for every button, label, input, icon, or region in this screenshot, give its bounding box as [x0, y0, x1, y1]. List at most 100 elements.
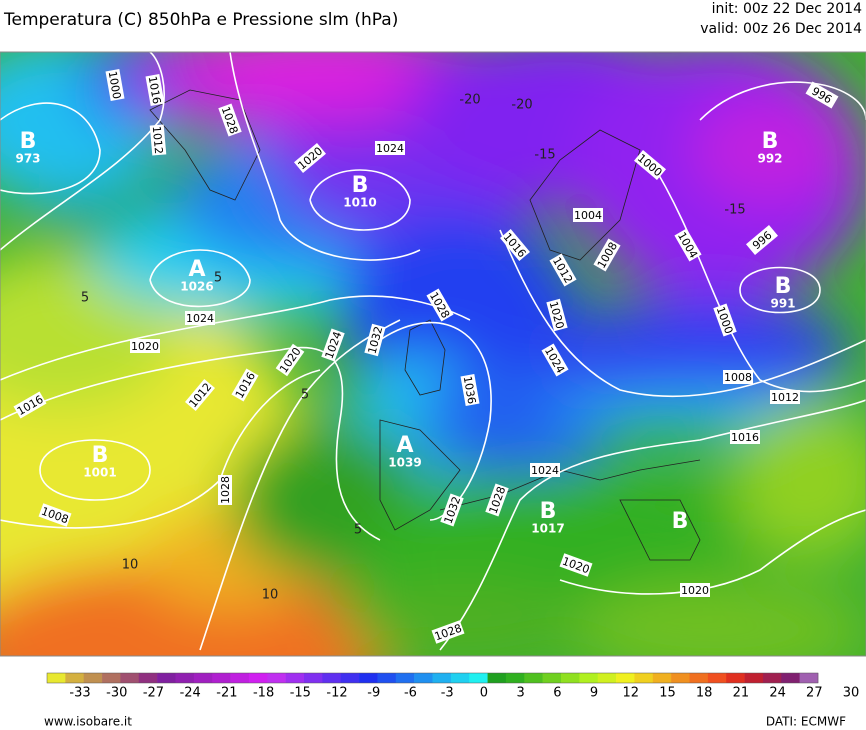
isobar-label-bg: [499, 229, 531, 261]
isobar-label-bg: [460, 374, 480, 406]
isobar-label-bg: [805, 81, 839, 109]
colorbar-tick-label: -9: [367, 686, 380, 701]
colorbar-swatch: [340, 673, 360, 683]
colorbar-swatch: [524, 673, 543, 683]
map-labels: 1000 1016 1012 1028 1020 1024 1024 1020 1016 1012…: [13, 69, 839, 644]
isobar-label-bg: [634, 149, 666, 181]
isobar-value: 1024: [186, 312, 214, 325]
isobar-value: 1020: [681, 584, 709, 597]
pressure-center-type: A: [188, 257, 205, 282]
colorbar-swatch: [432, 673, 452, 683]
isobar-label: 1036: [460, 374, 480, 406]
colorbar-swatch: [322, 673, 342, 683]
isobar-label-bg: [573, 208, 603, 222]
pressure-center-type: B: [762, 129, 779, 154]
pressure-center-type: B: [20, 129, 37, 154]
isobar-label-bg: [680, 583, 710, 597]
colorbar-swatch: [505, 673, 525, 683]
isotherm-label: 5: [81, 291, 89, 306]
colorbar-swatch: [47, 673, 66, 683]
colorbar-swatch: [450, 673, 470, 683]
isobar-value: 1012: [150, 126, 165, 155]
coastlines: [149, 89, 701, 561]
isobar-label-bg: [185, 311, 215, 325]
isobar-label: 1020: [130, 339, 160, 353]
isobar-label-bg: [426, 288, 454, 322]
colorbar-swatch: [359, 673, 378, 683]
isobar-label-bg: [530, 463, 560, 477]
isobar-label-bg: [770, 390, 800, 404]
pressure-center-value: 991: [770, 297, 795, 311]
colorbar-tick-label: 30: [843, 686, 860, 701]
pressure-center-type: B: [540, 499, 557, 524]
colorbar-swatch: [248, 673, 268, 683]
isotherm-label: 5: [214, 271, 222, 286]
isobar-label: 1016: [145, 74, 165, 106]
colorbar-tick-label: 12: [622, 686, 639, 701]
isobar-label-bg: [321, 328, 345, 362]
isobar-label: 1000: [105, 69, 125, 101]
isobar-label: 1020: [680, 583, 710, 597]
isobar-value: 1004: [574, 209, 602, 222]
isobar-value: 1008: [724, 371, 752, 384]
isobar-label: 1012: [149, 124, 167, 156]
isotherm-label: -15: [534, 148, 555, 163]
isobar-value: 1000: [106, 70, 124, 100]
colorbar-swatch: [726, 673, 745, 683]
colorbar-swatch: [138, 673, 158, 683]
isobar-label-bg: [38, 503, 72, 527]
pressure-center-value: 1001: [83, 466, 116, 480]
isobar-label: 1012: [549, 253, 577, 287]
isobar-value: 1036: [461, 375, 479, 405]
pressure-center-value: 1039: [388, 456, 421, 470]
isobar-label-bg: [105, 69, 125, 101]
colorbar-swatch: [377, 673, 397, 683]
isobar-label-bg: [440, 493, 464, 527]
pressure-center-type: B: [352, 173, 369, 198]
pressure-center-type: B: [672, 509, 689, 534]
colorbar-swatch: [634, 673, 654, 683]
isobar-value: 1016: [146, 75, 164, 105]
isobar-label-bg: [746, 224, 778, 256]
colorbar-swatch: [616, 673, 635, 683]
isobar-label-bg: [294, 142, 326, 174]
isobar-label-bg: [546, 298, 568, 332]
colorbar-swatch: [799, 673, 819, 683]
isobar-label: 1008: [723, 370, 753, 384]
colorbar-swatch: [212, 673, 231, 683]
map-title: Temperatura (C) 850hPa e Pressione slm (…: [3, 10, 398, 30]
isobar-label: 1024: [375, 141, 405, 155]
colorbar-swatch: [542, 673, 562, 683]
isobar-label-bg: [559, 553, 593, 577]
pressure-center-value: 1017: [531, 522, 564, 536]
site-credit: www.isobare.it: [44, 715, 132, 729]
colorbar-tick-label: -18: [253, 686, 274, 701]
colorbar-swatch: [414, 673, 433, 683]
isotherm-label: 5: [301, 388, 309, 403]
isotherm-label: 5: [354, 523, 362, 538]
isobar-label: 1004: [573, 208, 603, 222]
colorbar-swatch: [395, 673, 415, 683]
isobar-label: 1016: [730, 430, 760, 444]
isobar-label-bg: [218, 475, 232, 505]
valid-time: valid: 00z 26 Dec 2014: [700, 21, 862, 37]
colorbar-swatch: [707, 673, 727, 683]
colorbar-swatch: [487, 673, 507, 683]
init-time: init: 00z 22 Dec 2014: [712, 1, 862, 17]
isobar-label-bg: [713, 303, 737, 337]
pressure-center-value: 1026: [180, 280, 213, 294]
colorbar-swatch: [285, 673, 305, 683]
colorbar-tick-label: 3: [516, 686, 524, 701]
isobar-label-bg: [13, 391, 47, 419]
isotherm-label: -20: [511, 98, 532, 113]
colorbar-tick-label: -30: [106, 686, 127, 701]
pressure-center-value: 973: [15, 152, 40, 166]
isotherm-label: -15: [724, 203, 745, 218]
isobar-label: 1024: [185, 311, 215, 325]
colorbar-swatch: [83, 673, 103, 683]
isobar-label-bg: [593, 238, 621, 272]
colorbar-swatch: [597, 673, 617, 683]
isobar-label-bg: [549, 253, 577, 287]
isobar-label-bg: [218, 103, 242, 137]
